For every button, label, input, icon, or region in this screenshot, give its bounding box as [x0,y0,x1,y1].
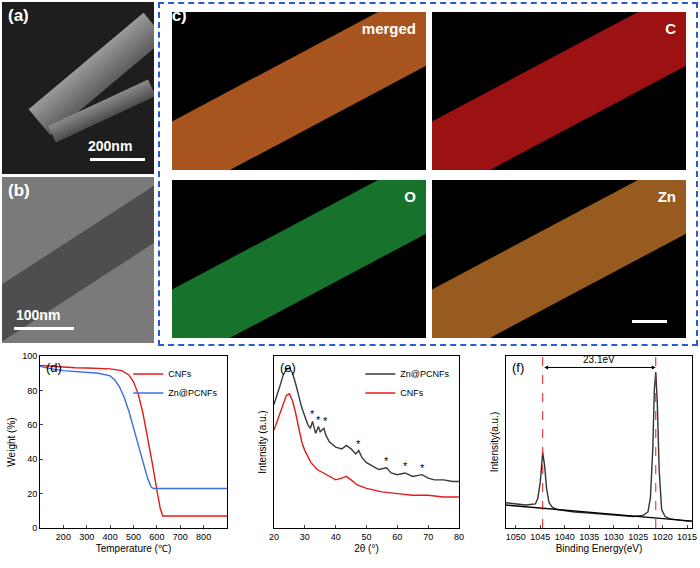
svg-text:60: 60 [27,420,37,430]
svg-text:(d): (d) [46,360,62,375]
svg-text:*: * [356,438,361,450]
svg-text:600: 600 [149,532,164,542]
svg-text:Weight (%): Weight (%) [6,417,17,466]
svg-text:(f): (f) [512,360,524,375]
svg-text:1045: 1045 [530,532,550,542]
svg-text:80: 80 [454,532,464,542]
svg-text:Binding Energy(eV): Binding Energy(eV) [556,543,643,554]
svg-text:*: * [316,414,321,426]
svg-text:*: * [420,462,425,474]
html-text:Zn: Zn [657,188,676,205]
svg-text:400: 400 [103,532,118,542]
svg-text:700: 700 [173,532,188,542]
svg-text:300: 300 [79,532,94,542]
html-text:100nm: 100nm [16,307,61,323]
svg-text:*: * [384,455,389,467]
svg-text:1035: 1035 [579,532,599,542]
svg-text:CNFs: CNFs [168,369,191,379]
svg-text:20: 20 [27,489,37,499]
svg-text:*: * [403,460,408,472]
svg-text:1020: 1020 [653,532,673,542]
svg-text:1025: 1025 [628,532,648,542]
svg-text:Intensity(a.u.): Intensity(a.u.) [489,412,500,473]
svg-text:Intensity (a.u.): Intensity (a.u.) [257,410,268,473]
svg-text:60: 60 [392,532,402,542]
svg-text:500: 500 [126,532,141,542]
svg-text:1050: 1050 [506,532,526,542]
svg-text:23.1eV: 23.1eV [583,354,615,365]
html-text:(a): (a) [8,6,29,25]
svg-text:2θ (°): 2θ (°) [354,543,379,554]
svg-text:Zn@PCNFs: Zn@PCNFs [400,369,449,379]
svg-text:20: 20 [269,532,279,542]
svg-text:1015: 1015 [677,532,697,542]
svg-text:800: 800 [196,532,211,542]
svg-text:(e): (e) [280,360,296,375]
svg-text:CNFs: CNFs [400,388,423,398]
html-text:merged: merged [361,20,416,37]
svg-text:50: 50 [361,532,371,542]
svg-text:Zn@PCNFs: Zn@PCNFs [168,388,217,398]
svg-text:30: 30 [300,532,310,542]
svg-text:40: 40 [27,454,37,464]
svg-text:0: 0 [32,523,37,533]
svg-text:70: 70 [423,532,433,542]
svg-text:1040: 1040 [555,532,575,542]
svg-text:Temperature (℃): Temperature (℃) [96,543,172,554]
html-text:C: C [665,20,676,37]
svg-text:*: * [323,415,328,427]
html-text:(c): (c) [166,6,187,25]
html-text:O: O [404,188,416,205]
svg-text:1030: 1030 [604,532,624,542]
svg-text:40: 40 [331,532,341,542]
html-text:(b): (b) [8,181,30,200]
svg-text:100: 100 [22,351,37,361]
svg-text:80: 80 [27,386,37,396]
svg-text:200: 200 [56,532,71,542]
svg-text:*: * [310,408,315,420]
html-text:200nm: 200nm [88,138,133,154]
